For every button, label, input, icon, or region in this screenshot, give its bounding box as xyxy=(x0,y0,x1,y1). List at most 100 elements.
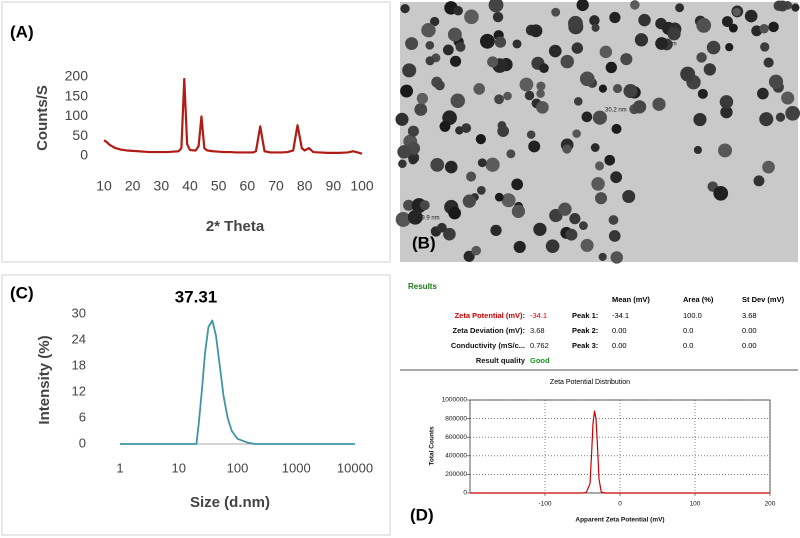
plot-frame xyxy=(469,399,771,494)
row-label: Conductivity (mS/c... xyxy=(451,341,525,350)
x-tick-label: 1000 xyxy=(282,460,311,475)
y-tick-label: 12 xyxy=(72,383,86,398)
particle xyxy=(655,37,668,50)
scale-annotation: 30.2 nm xyxy=(605,108,627,114)
x-tick-label: 70 xyxy=(268,178,284,194)
particle xyxy=(759,24,769,34)
particle xyxy=(706,40,721,55)
particle xyxy=(473,83,486,95)
particle xyxy=(403,199,415,211)
particle xyxy=(419,200,430,211)
y-tick-label: 50 xyxy=(72,127,88,143)
particle xyxy=(485,157,500,172)
x-tick-label: 80 xyxy=(297,178,313,194)
particle xyxy=(511,204,526,218)
table-cell: 100.0 xyxy=(683,311,702,320)
column-header: Mean (mV) xyxy=(612,295,650,304)
particle xyxy=(448,206,461,220)
particle xyxy=(608,215,619,225)
column-header: Area (%) xyxy=(683,295,714,304)
particle xyxy=(594,161,605,171)
y-axis-label: Total Counts xyxy=(429,426,436,466)
particle xyxy=(775,112,786,122)
particle xyxy=(545,239,560,253)
particle xyxy=(494,192,504,202)
particle xyxy=(757,87,769,100)
y-tick-label: 600000 xyxy=(445,434,467,441)
x-tick-label: 100 xyxy=(690,501,701,508)
y-tick-label: 0 xyxy=(80,147,88,163)
particle xyxy=(395,211,411,227)
particle xyxy=(777,0,788,12)
x-tick-label: 60 xyxy=(240,178,256,194)
particle xyxy=(720,105,733,119)
particle xyxy=(599,45,613,59)
particle xyxy=(442,44,454,56)
x-tick-label: 1 xyxy=(116,460,123,475)
particle xyxy=(759,112,774,127)
table-cell: 0.0 xyxy=(683,341,693,350)
x-tick-label: 20 xyxy=(125,178,141,194)
x-tick-label: 90 xyxy=(326,178,342,194)
particle xyxy=(580,238,594,252)
particle xyxy=(430,16,440,27)
particle xyxy=(397,145,411,159)
x-tick-label: 10 xyxy=(96,178,112,194)
y-tick-label: 200000 xyxy=(445,471,467,478)
particle xyxy=(598,252,607,261)
particle xyxy=(693,112,707,127)
particle xyxy=(594,192,608,205)
particle xyxy=(443,227,456,241)
data-line xyxy=(120,319,355,445)
particle xyxy=(632,100,647,114)
scale-annotation: 31.4 nm xyxy=(655,42,677,48)
particle xyxy=(579,71,595,87)
particle xyxy=(762,160,775,174)
particle xyxy=(536,81,546,91)
particle xyxy=(398,159,407,169)
particle xyxy=(477,158,487,168)
particle xyxy=(475,133,486,145)
particle xyxy=(497,121,507,130)
particle xyxy=(562,144,572,154)
particle xyxy=(477,186,486,195)
particle xyxy=(703,63,716,76)
particle xyxy=(434,80,445,91)
x-tick-label: 100 xyxy=(227,460,249,475)
particle xyxy=(565,228,578,241)
peak-annotation: 37.31 xyxy=(175,287,218,306)
particle xyxy=(604,154,616,166)
particle xyxy=(572,129,581,138)
particle xyxy=(693,145,702,155)
row-value: 3.68 xyxy=(530,326,545,335)
x-tick-label: 30 xyxy=(154,178,170,194)
particle xyxy=(571,42,584,54)
particle xyxy=(613,84,623,94)
particle xyxy=(725,43,734,52)
row-label: Result quality xyxy=(476,356,526,365)
column-header: St Dev (mV) xyxy=(742,295,785,304)
particle xyxy=(732,7,741,17)
y-tick-label: 1000000 xyxy=(442,397,468,404)
y-tick-label: 0 xyxy=(463,490,467,497)
particle xyxy=(466,171,477,182)
particle xyxy=(539,63,549,74)
x-tick-label: 50 xyxy=(211,178,227,194)
x-tick-label: -100 xyxy=(538,501,551,508)
x-tick-label: 10 xyxy=(172,460,186,475)
peak-label: Peak 1: xyxy=(572,311,598,320)
particle xyxy=(425,56,435,66)
y-tick-label: 100 xyxy=(65,107,89,123)
data-line xyxy=(103,77,363,155)
y-tick-label: 150 xyxy=(65,87,89,103)
particle xyxy=(751,25,763,37)
y-tick-label: 400000 xyxy=(445,453,467,460)
particle xyxy=(450,93,465,108)
particle xyxy=(524,90,535,101)
particle xyxy=(591,177,605,191)
particle xyxy=(503,91,512,101)
particle xyxy=(529,24,543,38)
panel-label: (C) xyxy=(10,283,34,302)
